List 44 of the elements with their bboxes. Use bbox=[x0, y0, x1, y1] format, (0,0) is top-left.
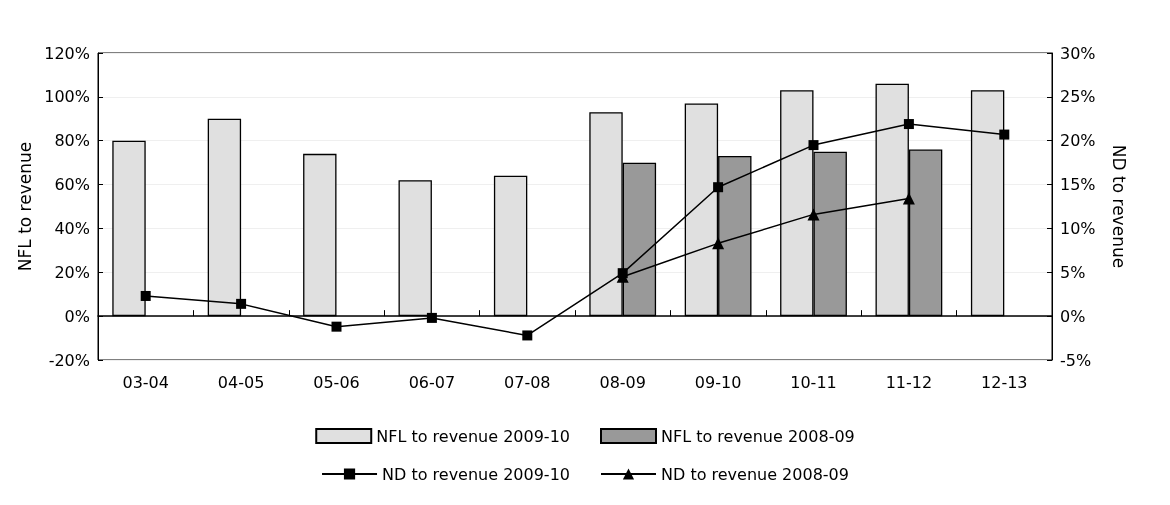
point bbox=[807, 208, 820, 221]
legend-label: NFL to revenue 2009-10 bbox=[376, 426, 570, 446]
y2-tick-label: 10% bbox=[1060, 218, 1096, 238]
point bbox=[712, 237, 725, 250]
y-tick-label: 80% bbox=[54, 131, 90, 151]
point bbox=[236, 298, 247, 309]
y2-tick-label: 15% bbox=[1060, 175, 1096, 195]
y-tick-label: 100% bbox=[44, 87, 90, 107]
legend-label: ND to revenue 2008-09 bbox=[661, 464, 849, 484]
y-axis-title: NFL to revenue bbox=[14, 141, 35, 272]
x-tick-label: 11-12 bbox=[885, 372, 933, 392]
point bbox=[522, 330, 533, 341]
point bbox=[426, 312, 437, 323]
point bbox=[140, 290, 151, 301]
point bbox=[331, 321, 342, 332]
y-tick-label: -20% bbox=[48, 350, 90, 370]
x-tick-label: 04-05 bbox=[217, 372, 265, 392]
y-tick-label: 40% bbox=[54, 218, 90, 238]
legend-label: NFL to revenue 2008-09 bbox=[661, 426, 855, 446]
y-tick-label: 60% bbox=[54, 175, 90, 195]
legend-label: ND to revenue 2009-10 bbox=[382, 464, 570, 484]
x-tick-label: 06-07 bbox=[408, 372, 456, 392]
y-tick-label: 120% bbox=[44, 43, 90, 63]
point bbox=[808, 140, 819, 151]
x-tick-label: 12-13 bbox=[981, 372, 1028, 392]
x-tick-label: 09-10 bbox=[694, 372, 742, 392]
x-tick-label: 10-11 bbox=[790, 372, 837, 392]
y2-axis-title: ND to revenue bbox=[1108, 144, 1129, 269]
x-tick-label: 03-04 bbox=[122, 372, 169, 392]
point bbox=[713, 182, 724, 193]
y2-tick-label: 25% bbox=[1060, 87, 1096, 107]
y2-tick-label: 20% bbox=[1060, 131, 1096, 151]
y2-tick-label: 5% bbox=[1060, 262, 1086, 282]
y-tick-label: 20% bbox=[54, 262, 90, 282]
point bbox=[902, 192, 915, 205]
y2-tick-label: 0% bbox=[1060, 306, 1086, 326]
x-tick-label: 07-08 bbox=[504, 372, 551, 392]
point bbox=[999, 129, 1010, 140]
y2-tick-label: 30% bbox=[1060, 43, 1096, 63]
y-tick-label: 0% bbox=[64, 306, 90, 326]
y2-tick-label: -5% bbox=[1060, 350, 1092, 370]
x-tick-label: 08-09 bbox=[599, 372, 646, 392]
point bbox=[903, 119, 914, 130]
x-tick-label: 05-06 bbox=[313, 372, 360, 392]
